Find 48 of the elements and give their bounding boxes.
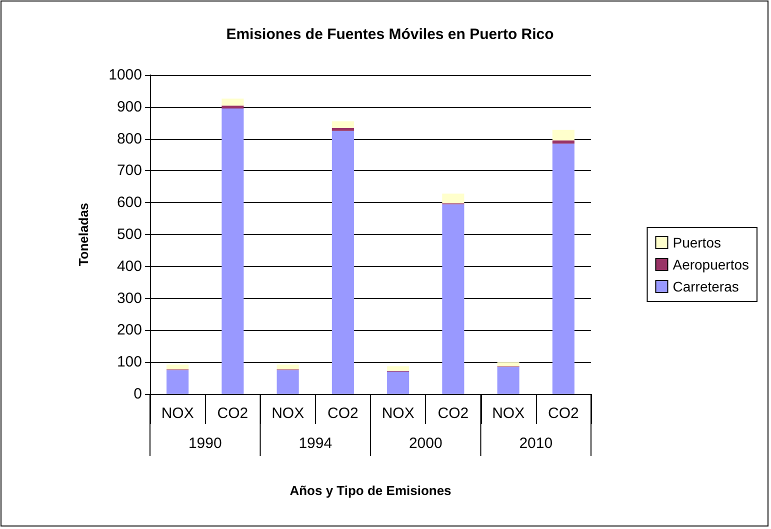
y-tick-label: 100 — [116, 354, 142, 371]
legend-label: Carreteras — [672, 278, 739, 294]
bar — [552, 144, 574, 394]
bar — [222, 106, 244, 108]
y-tick-label: 200 — [116, 322, 142, 339]
bar — [166, 370, 189, 394]
y-tick-label: 700 — [116, 162, 142, 180]
y-axis-title: Toneladas — [76, 202, 91, 266]
bar — [276, 370, 299, 394]
bar — [442, 204, 464, 394]
bar — [497, 362, 520, 366]
legend-label: Puertos — [672, 234, 721, 250]
y-tick-label: 400 — [116, 258, 142, 275]
x-tick-label: CO2 — [548, 405, 579, 422]
bar — [222, 108, 244, 394]
x-axis-title: Años y Tipo de Emisiones — [290, 483, 452, 498]
bar — [166, 364, 189, 370]
bar — [332, 130, 354, 394]
y-tick-label: 300 — [116, 290, 142, 307]
y-tick-label: 800 — [116, 130, 142, 148]
x-tick-label: NOX — [382, 405, 414, 422]
bar — [332, 128, 354, 131]
bar — [552, 130, 574, 140]
bar — [222, 98, 244, 106]
bar — [442, 194, 464, 204]
text: 1994 — [298, 435, 332, 452]
x-tick-label: CO2 — [217, 405, 248, 422]
x-tick-label: NOX — [272, 405, 304, 422]
x-tick-label: NOX — [492, 405, 525, 422]
y-tick-label: 0 — [134, 386, 142, 402]
text: 2000 — [408, 435, 442, 452]
x-tick-label: CO2 — [438, 405, 469, 422]
bar — [387, 366, 410, 372]
x-tick-label: CO2 — [328, 405, 358, 422]
y-tick-label: 1000 — [108, 66, 142, 84]
text: 2010 — [519, 435, 553, 452]
y-tick-label: 900 — [116, 98, 142, 116]
y-tick-label: 500 — [116, 226, 142, 243]
y-tick-label: 600 — [116, 194, 142, 212]
bar — [276, 364, 299, 370]
bar — [552, 140, 574, 144]
bar — [332, 121, 354, 128]
bar — [387, 372, 410, 394]
x-tick-label: NOX — [161, 405, 194, 422]
legend-label: Aeropuertos — [672, 256, 750, 272]
bar — [497, 366, 520, 394]
chart-title: Emisiones de Fuentes Móviles en Puerto Rico — [226, 26, 554, 43]
text: 1990 — [188, 435, 222, 452]
